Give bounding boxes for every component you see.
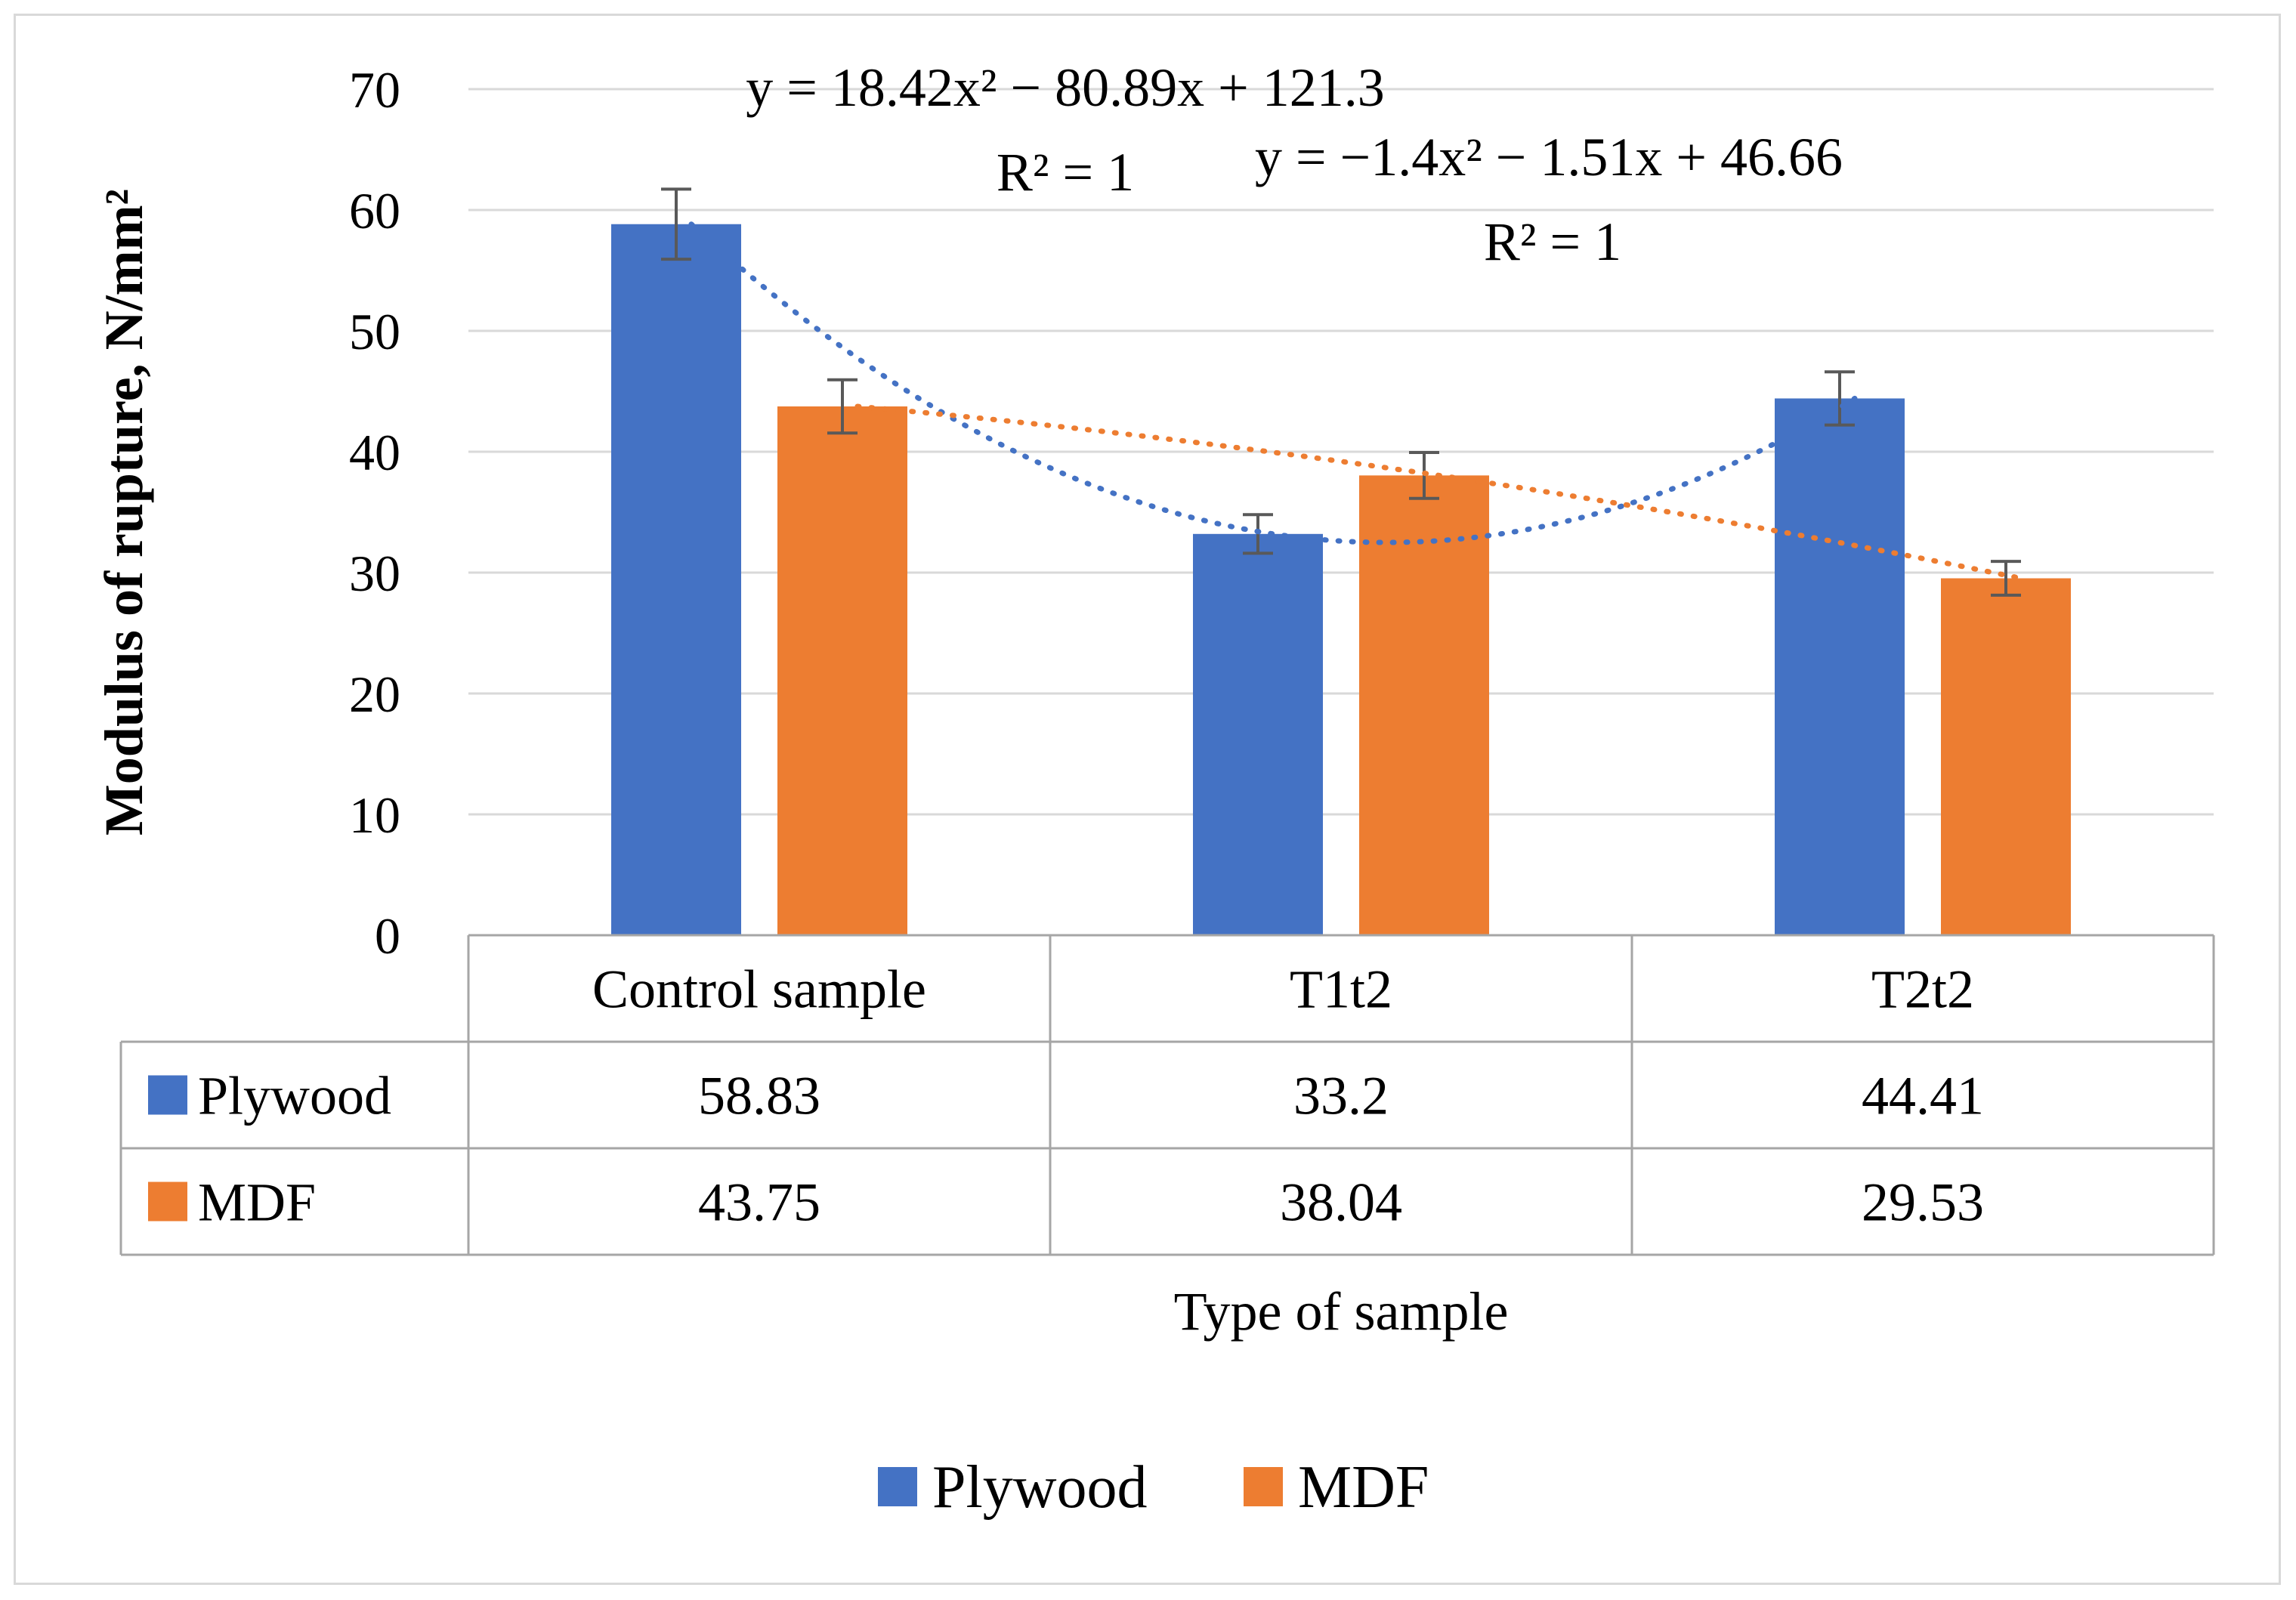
y-tick-label: 50 (349, 303, 400, 360)
trendline-mdf (854, 403, 2024, 581)
y-tick-label: 60 (349, 182, 400, 239)
y-tick-label: 10 (349, 786, 400, 844)
y-tick-label: 30 (349, 545, 400, 602)
legend-key-plywood (878, 1467, 917, 1506)
y-tick-label: 40 (349, 424, 400, 481)
x-category-label: Control sample (592, 959, 926, 1020)
bar-plywood (611, 224, 741, 936)
bar-plywood (1775, 398, 1905, 935)
table-series-label: MDF (198, 1172, 316, 1233)
y-tick-label: 20 (349, 666, 400, 723)
legend-key-mdf (1244, 1467, 1283, 1506)
table-value: 29.53 (1862, 1172, 1984, 1233)
table-series-label: Plywood (198, 1066, 391, 1126)
bar-mdf (1941, 578, 2071, 935)
bar-mdf (777, 406, 907, 935)
table-value: 38.04 (1280, 1172, 1402, 1233)
y-axis-label: Modulus of rupture, N/mm² (94, 189, 154, 836)
bar-plywood (1193, 533, 1323, 935)
y-tick-label: 0 (375, 907, 400, 965)
trendline-equation: y = −1.4x² − 1.51x + 46.66 (1255, 127, 1843, 187)
legend-label: Plywood (932, 1454, 1148, 1521)
x-category-label: T2t2 (1871, 959, 1974, 1020)
x-category-label: T1t2 (1290, 959, 1392, 1020)
trendline-equation: y = 18.42x² − 80.89x + 121.3 (746, 57, 1384, 118)
table-value: 44.41 (1862, 1066, 1984, 1126)
trendline-r2: R² = 1 (1484, 212, 1621, 272)
y-tick-label: 70 (349, 61, 400, 119)
table-value: 43.75 (698, 1172, 820, 1233)
bar-mdf (1359, 475, 1489, 935)
trendline-r2: R² = 1 (997, 142, 1134, 202)
table-value: 58.83 (698, 1066, 820, 1126)
legend-label: MDF (1298, 1454, 1429, 1521)
x-axis-label: Type of sample (1174, 1281, 1509, 1342)
table-value: 33.2 (1293, 1066, 1389, 1126)
table-legend-key (148, 1075, 187, 1115)
trendline-plywood (688, 221, 1858, 545)
chart-frame (14, 14, 2281, 1585)
table-legend-key (148, 1181, 187, 1222)
